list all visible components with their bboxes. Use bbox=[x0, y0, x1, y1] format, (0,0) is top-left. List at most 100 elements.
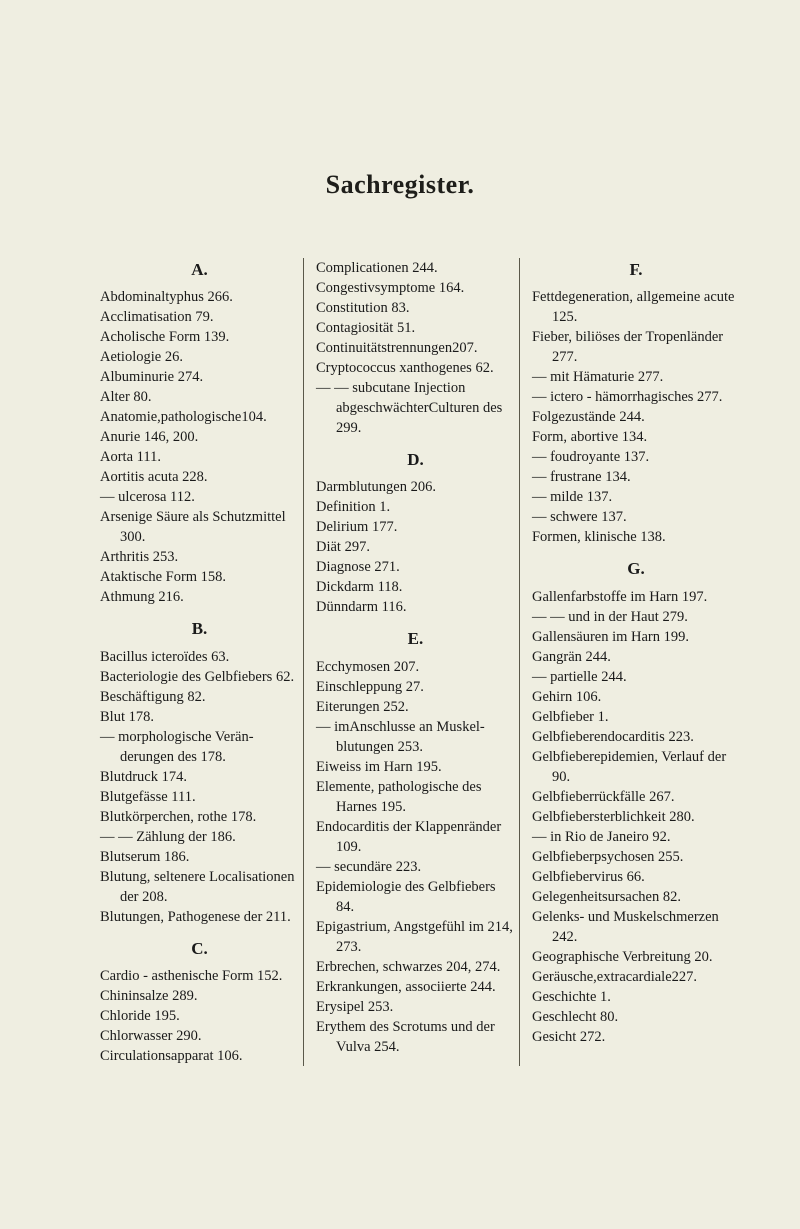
index-entry: Blut 178. bbox=[100, 707, 299, 727]
index-entry: Arthritis 253. bbox=[100, 547, 299, 567]
index-entry: Acclimatisation 79. bbox=[100, 307, 299, 327]
index-entry: Geographische Verbreitung 20. bbox=[532, 947, 740, 967]
index-entry: Blutkörperchen, rothe 178. bbox=[100, 807, 299, 827]
index-entry: — ulcerosa 112. bbox=[100, 487, 299, 507]
section-letter: D. bbox=[316, 448, 515, 471]
index-entry: Gallenfarbstoffe im Harn 197. bbox=[532, 587, 740, 607]
index-entry: Cardio - asthenische Form 152. bbox=[100, 966, 299, 986]
column-3: F. Fettdegeneration, allge­meine acute 12… bbox=[519, 258, 740, 1066]
index-entry: Blutgefässe 111. bbox=[100, 787, 299, 807]
index-entry: Epigastrium, Angstgefühl im 214, 273. bbox=[316, 917, 515, 957]
column-2: Complicationen 244.Congestivsymptome 164… bbox=[303, 258, 515, 1066]
index-entry: Congestivsymptome 164. bbox=[316, 278, 515, 298]
index-entry: Gelbfieber 1. bbox=[532, 707, 740, 727]
index-entry: Cryptococcus xanthogenes 62. bbox=[316, 358, 515, 378]
index-entry: Erbrechen, schwarzes 204, 274. bbox=[316, 957, 515, 977]
index-entry: Form, abortive 134. bbox=[532, 427, 740, 447]
index-entry: Diät 297. bbox=[316, 537, 515, 557]
index-entry: Erysipel 253. bbox=[316, 997, 515, 1017]
index-entry: Gelbfiebervirus 66. bbox=[532, 867, 740, 887]
index-entry: Chlorwasser 290. bbox=[100, 1026, 299, 1046]
index-entry: Gallensäuren im Harn 199. bbox=[532, 627, 740, 647]
index-entry: Formen, klinische 138. bbox=[532, 527, 740, 547]
index-entry: Blutung, seltenere Localisa­tionen der 2… bbox=[100, 867, 299, 907]
index-entry: Eiweiss im Harn 195. bbox=[316, 757, 515, 777]
index-entry: Elemente, pathologische des Harnes 195. bbox=[316, 777, 515, 817]
index-entry: Geschlecht 80. bbox=[532, 1007, 740, 1027]
section-letter: F. bbox=[532, 258, 740, 281]
page-root: Sachregister. A. Abdominaltyphus 266.Accl… bbox=[0, 0, 800, 1229]
index-entry: Erkrankungen, associierte 244. bbox=[316, 977, 515, 997]
index-entry: Delirium 177. bbox=[316, 517, 515, 537]
index-entry: Bacillus icteroïdes 63. bbox=[100, 647, 299, 667]
column-1: A. Abdominaltyphus 266.Acclimatisation 79… bbox=[100, 258, 299, 1066]
index-entry: — — subcutane Injection abgeschwächterCu… bbox=[316, 378, 515, 438]
index-entry: Blutungen, Pathogenese der 211. bbox=[100, 907, 299, 927]
index-entry: — in Rio de Janeiro 92. bbox=[532, 827, 740, 847]
index-entry: Geschichte 1. bbox=[532, 987, 740, 1007]
index-entry: — — und in der Haut 279. bbox=[532, 607, 740, 627]
index-entry: Endocarditis der Klappen­ränder 109. bbox=[316, 817, 515, 857]
index-entry: Ecchymosen 207. bbox=[316, 657, 515, 677]
index-entry: Dünndarm 116. bbox=[316, 597, 515, 617]
page-title: Sachregister. bbox=[0, 170, 800, 200]
section-letter: A. bbox=[100, 258, 299, 281]
index-entry: Fieber, biliöses der Tropen­länder 277. bbox=[532, 327, 740, 367]
index-entry: Gangrän 244. bbox=[532, 647, 740, 667]
section-letter: B. bbox=[100, 617, 299, 640]
index-entry: Bacteriologie des Gelbfiebers 62. bbox=[100, 667, 299, 687]
index-entry: Gelbfieberepidemien, Ver­lauf der 90. bbox=[532, 747, 740, 787]
index-entry: — ictero - hämorrhagisches 277. bbox=[532, 387, 740, 407]
index-entry: Circulationsapparat 106. bbox=[100, 1046, 299, 1066]
index-entry: Ataktische Form 158. bbox=[100, 567, 299, 587]
index-entry: Continuitätstrennungen207. bbox=[316, 338, 515, 358]
index-entry: — secundäre 223. bbox=[316, 857, 515, 877]
index-entry: Diagnose 271. bbox=[316, 557, 515, 577]
index-entry: Constitution 83. bbox=[316, 298, 515, 318]
section-letter: G. bbox=[532, 557, 740, 580]
index-entry: Gelbfiebersterblichkeit 280. bbox=[532, 807, 740, 827]
index-entry: Abdominaltyphus 266. bbox=[100, 287, 299, 307]
index-entry: Darmblutungen 206. bbox=[316, 477, 515, 497]
index-entry: Blutserum 186. bbox=[100, 847, 299, 867]
index-entry: Athmung 216. bbox=[100, 587, 299, 607]
index-entry: Definition 1. bbox=[316, 497, 515, 517]
index-entry: Gelbfieberpsychosen 255. bbox=[532, 847, 740, 867]
index-entry: Anurie 146, 200. bbox=[100, 427, 299, 447]
index-columns: A. Abdominaltyphus 266.Acclimatisation 79… bbox=[0, 258, 800, 1066]
index-entry: — foudroyante 137. bbox=[532, 447, 740, 467]
index-entry: — partielle 244. bbox=[532, 667, 740, 687]
index-entry: — imAnschlusse an Muskel­blutungen 253. bbox=[316, 717, 515, 757]
index-entry: Gelbfieberendocarditis 223. bbox=[532, 727, 740, 747]
index-entry: — — Zählung der 186. bbox=[100, 827, 299, 847]
index-entry: — schwere 137. bbox=[532, 507, 740, 527]
index-entry: Chininsalze 289. bbox=[100, 986, 299, 1006]
index-entry: Alter 80. bbox=[100, 387, 299, 407]
index-entry: Aetiologie 26. bbox=[100, 347, 299, 367]
index-entry: Einschleppung 27. bbox=[316, 677, 515, 697]
index-entry: — frustrane 134. bbox=[532, 467, 740, 487]
index-entry: Aorta 111. bbox=[100, 447, 299, 467]
index-entry: Gesicht 272. bbox=[532, 1027, 740, 1047]
index-entry: Gelbfieberrückfälle 267. bbox=[532, 787, 740, 807]
index-entry: Acholische Form 139. bbox=[100, 327, 299, 347]
index-entry: Complicationen 244. bbox=[316, 258, 515, 278]
index-entry: Anatomie,pathologische104. bbox=[100, 407, 299, 427]
index-entry: Aortitis acuta 228. bbox=[100, 467, 299, 487]
index-entry: Dickdarm 118. bbox=[316, 577, 515, 597]
index-entry: Chloride 195. bbox=[100, 1006, 299, 1026]
section-letter: E. bbox=[316, 627, 515, 650]
index-entry: Beschäftigung 82. bbox=[100, 687, 299, 707]
index-entry: Fettdegeneration, allge­meine acute 125. bbox=[532, 287, 740, 327]
index-entry: — mit Hämaturie 277. bbox=[532, 367, 740, 387]
index-entry: Gelenks- und Muskel­schmerzen 242. bbox=[532, 907, 740, 947]
index-entry: Blutdruck 174. bbox=[100, 767, 299, 787]
index-entry: — morphologische Verän­derungen des 178. bbox=[100, 727, 299, 767]
index-entry: Eiterungen 252. bbox=[316, 697, 515, 717]
index-entry: Erythem des Scrotums und der Vulva 254. bbox=[316, 1017, 515, 1057]
index-entry: Epidemiologie des Gelb­fiebers 84. bbox=[316, 877, 515, 917]
index-entry: Albuminurie 274. bbox=[100, 367, 299, 387]
section-letter: C. bbox=[100, 937, 299, 960]
index-entry: Folgezustände 244. bbox=[532, 407, 740, 427]
index-entry: Arsenige Säure als Schutz­mittel 300. bbox=[100, 507, 299, 547]
